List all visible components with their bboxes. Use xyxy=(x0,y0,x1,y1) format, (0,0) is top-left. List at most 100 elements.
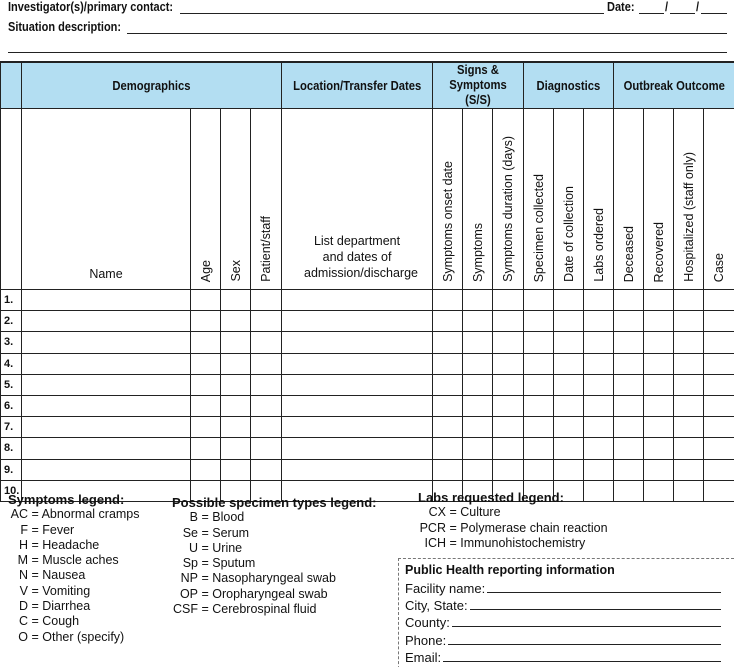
cell-age[interactable] xyxy=(190,458,221,481)
date-day-field[interactable] xyxy=(670,13,695,14)
cell-sex[interactable] xyxy=(220,310,251,333)
cell-case[interactable] xyxy=(703,458,734,481)
cell-specimen-collected[interactable] xyxy=(523,331,555,354)
cell-recovered[interactable] xyxy=(643,352,675,375)
cell-patient-staff[interactable] xyxy=(249,458,283,481)
cell-symptoms[interactable] xyxy=(462,416,494,439)
cell-sex[interactable] xyxy=(220,437,251,460)
cell-case[interactable] xyxy=(703,331,734,354)
cell-case[interactable] xyxy=(703,437,734,460)
cell-hospitalized-staff-only[interactable] xyxy=(673,373,705,396)
cell-symptoms[interactable] xyxy=(462,310,494,333)
cell-labs-ordered[interactable] xyxy=(583,458,615,481)
cell-hospitalized-staff-only[interactable] xyxy=(673,479,705,502)
cell-hospitalized-staff-only[interactable] xyxy=(673,416,705,439)
field-line[interactable] xyxy=(443,650,721,662)
cell-hospitalized-staff-only[interactable] xyxy=(673,437,705,460)
cell-case[interactable] xyxy=(703,394,734,418)
cell-name[interactable] xyxy=(21,458,191,481)
cell-name[interactable] xyxy=(21,352,191,375)
cell-date-of-collection[interactable] xyxy=(553,416,585,439)
cell-name[interactable] xyxy=(21,437,191,460)
investigator-field[interactable] xyxy=(180,13,604,14)
cell-hospitalized-staff-only[interactable] xyxy=(673,288,705,312)
cell-age[interactable] xyxy=(190,331,221,354)
cell-symptoms-onset-date[interactable] xyxy=(432,331,464,354)
cell-case[interactable] xyxy=(703,479,734,502)
cell-specimen-collected[interactable] xyxy=(523,288,555,312)
cell-case[interactable] xyxy=(703,288,734,312)
cell-symptoms[interactable] xyxy=(462,352,494,375)
cell-age[interactable] xyxy=(190,416,221,439)
date-year-field[interactable] xyxy=(701,13,727,14)
cell-specimen-collected[interactable] xyxy=(523,310,555,333)
field-line[interactable] xyxy=(469,598,721,611)
cell-deceased[interactable] xyxy=(613,373,645,396)
cell-recovered[interactable] xyxy=(643,373,675,396)
cell-case[interactable] xyxy=(703,352,734,375)
cell-sex[interactable] xyxy=(220,288,251,312)
cell-symptoms[interactable] xyxy=(462,437,494,460)
cell-specimen-collected[interactable] xyxy=(523,458,555,481)
field-line[interactable] xyxy=(487,581,721,593)
cell-age[interactable] xyxy=(190,437,221,460)
cell-date-of-collection[interactable] xyxy=(553,394,585,418)
cell-date-of-collection[interactable] xyxy=(553,352,585,375)
cell-deceased[interactable] xyxy=(613,394,645,418)
cell-labs-ordered[interactable] xyxy=(583,437,615,460)
cell-hospitalized-staff-only[interactable] xyxy=(673,310,705,333)
cell-patient-staff[interactable] xyxy=(249,437,283,460)
public-health-field[interactable]: Email: xyxy=(405,650,721,665)
cell-deceased[interactable] xyxy=(613,458,645,481)
cell-symptoms-onset-date[interactable] xyxy=(432,310,464,333)
cell-symptoms-onset-date[interactable] xyxy=(432,458,464,481)
cell-patient-staff[interactable] xyxy=(249,394,283,418)
cell-case[interactable] xyxy=(703,310,734,333)
cell-specimen-collected[interactable] xyxy=(523,394,555,418)
cell-date-of-collection[interactable] xyxy=(553,437,585,460)
cell-specimen-collected[interactable] xyxy=(523,416,555,439)
cell-labs-ordered[interactable] xyxy=(583,352,615,375)
cell-specimen-collected[interactable] xyxy=(523,352,555,375)
cell-patient-staff[interactable] xyxy=(249,479,283,502)
cell-symptoms-duration-days[interactable] xyxy=(492,437,525,460)
cell-list-department-and-dates-of-admission-discharge[interactable] xyxy=(281,331,434,354)
cell-recovered[interactable] xyxy=(643,479,675,502)
cell-list-department-and-dates-of-admission-discharge[interactable] xyxy=(281,352,434,375)
cell-symptoms-onset-date[interactable] xyxy=(432,394,464,418)
cell-case[interactable] xyxy=(703,373,734,396)
cell-sex[interactable] xyxy=(220,373,251,396)
cell-symptoms-duration-days[interactable] xyxy=(492,331,525,354)
cell-name[interactable] xyxy=(21,288,191,312)
cell-labs-ordered[interactable] xyxy=(583,310,615,333)
cell-date-of-collection[interactable] xyxy=(553,288,585,312)
cell-symptoms-duration-days[interactable] xyxy=(492,458,525,481)
public-health-field[interactable]: City, State: xyxy=(405,598,721,613)
cell-list-department-and-dates-of-admission-discharge[interactable] xyxy=(281,310,434,333)
cell-specimen-collected[interactable] xyxy=(523,437,555,460)
cell-list-department-and-dates-of-admission-discharge[interactable] xyxy=(281,437,434,460)
cell-hospitalized-staff-only[interactable] xyxy=(673,394,705,418)
cell-name[interactable] xyxy=(21,416,191,439)
cell-sex[interactable] xyxy=(220,352,251,375)
cell-name[interactable] xyxy=(21,310,191,333)
cell-age[interactable] xyxy=(190,288,221,312)
cell-symptoms[interactable] xyxy=(462,288,494,312)
cell-symptoms[interactable] xyxy=(462,394,494,418)
cell-sex[interactable] xyxy=(220,416,251,439)
cell-symptoms-onset-date[interactable] xyxy=(432,373,464,396)
cell-deceased[interactable] xyxy=(613,352,645,375)
public-health-field[interactable]: Facility name: xyxy=(405,581,721,596)
cell-recovered[interactable] xyxy=(643,437,675,460)
cell-recovered[interactable] xyxy=(643,310,675,333)
cell-recovered[interactable] xyxy=(643,416,675,439)
cell-age[interactable] xyxy=(190,310,221,333)
field-line[interactable] xyxy=(451,615,721,628)
public-health-field[interactable]: Phone: xyxy=(405,633,721,648)
cell-labs-ordered[interactable] xyxy=(583,288,615,312)
cell-list-department-and-dates-of-admission-discharge[interactable] xyxy=(281,394,434,418)
field-line[interactable] xyxy=(448,633,721,645)
cell-symptoms-duration-days[interactable] xyxy=(492,352,525,375)
cell-deceased[interactable] xyxy=(613,416,645,439)
cell-deceased[interactable] xyxy=(613,331,645,354)
